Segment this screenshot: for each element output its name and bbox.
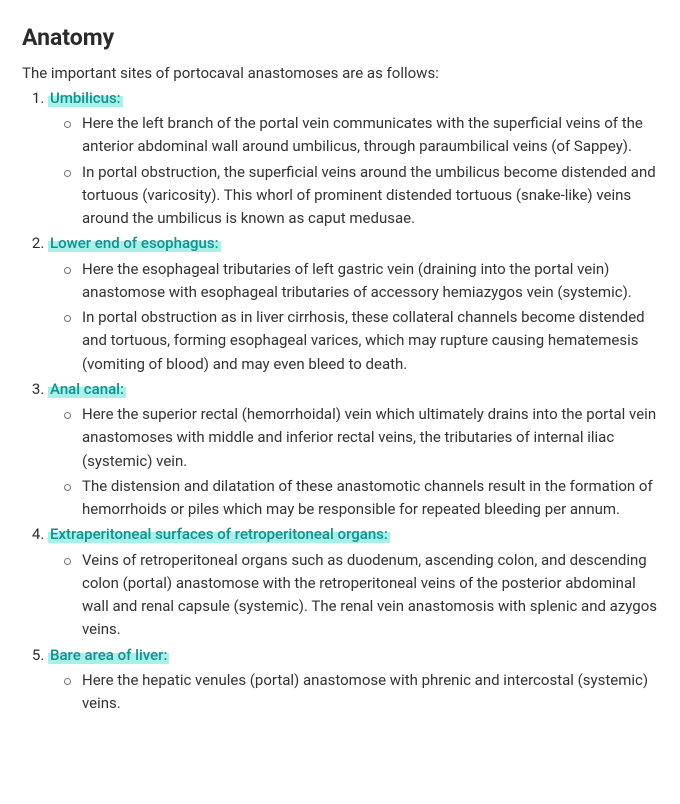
item-label: Bare area of liver:: [48, 646, 169, 664]
sub-bullet: In portal obstruction, the superficial v…: [82, 161, 658, 231]
intro-text: The important sites of portocaval anasto…: [22, 62, 658, 85]
item-label: Anal canal:: [48, 380, 126, 398]
sub-bullet: Here the superior rectal (hemorrhoidal) …: [82, 403, 658, 473]
sub-list: Veins of retroperitoneal organs such as …: [48, 549, 658, 642]
sub-bullet: Here the hepatic venules (portal) anasto…: [82, 669, 658, 716]
item-label: Extraperitoneal surfaces of retroperiton…: [48, 525, 390, 543]
sub-list: Here the superior rectal (hemorrhoidal) …: [48, 403, 658, 521]
page-title: Anatomy: [22, 20, 658, 56]
list-item: Anal canal: Here the superior rectal (he…: [48, 378, 658, 522]
item-label: Umbilicus:: [48, 89, 123, 107]
sub-bullet: Veins of retroperitoneal organs such as …: [82, 549, 658, 642]
sub-bullet: The distension and dilatation of these a…: [82, 475, 658, 522]
list-item: Bare area of liver: Here the hepatic ven…: [48, 644, 658, 716]
sub-list: Here the hepatic venules (portal) anasto…: [48, 669, 658, 716]
main-list: Umbilicus: Here the left branch of the p…: [22, 87, 658, 716]
list-item: Extraperitoneal surfaces of retroperiton…: [48, 523, 658, 641]
sub-list: Here the esophageal tributaries of left …: [48, 258, 658, 376]
sub-list: Here the left branch of the portal vein …: [48, 112, 658, 230]
list-item: Umbilicus: Here the left branch of the p…: [48, 87, 658, 231]
list-item: Lower end of esophagus: Here the esophag…: [48, 232, 658, 376]
sub-bullet: Here the left branch of the portal vein …: [82, 112, 658, 159]
sub-bullet: Here the esophageal tributaries of left …: [82, 258, 658, 305]
item-label: Lower end of esophagus:: [48, 234, 221, 252]
sub-bullet: In portal obstruction as in liver cirrho…: [82, 306, 658, 376]
